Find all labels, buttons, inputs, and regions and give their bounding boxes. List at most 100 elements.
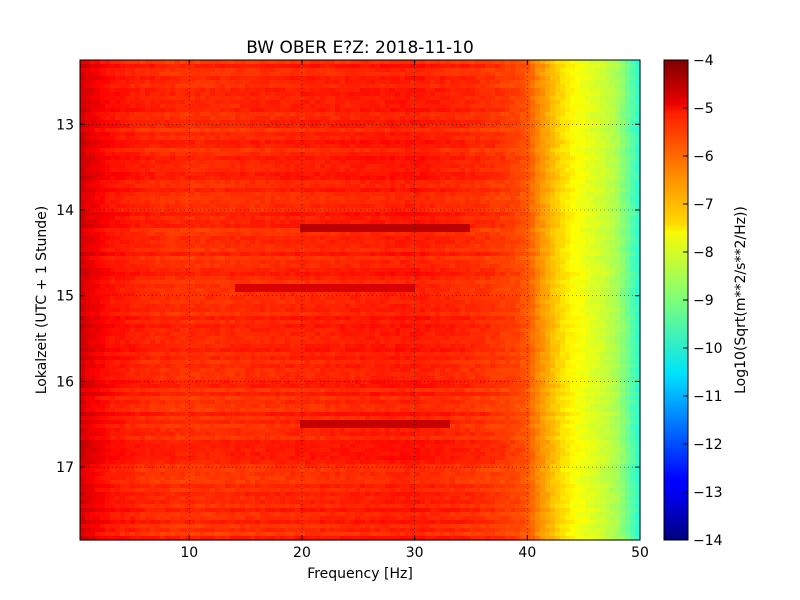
heatmap-cell	[450, 204, 456, 209]
heatmap-cell	[425, 164, 431, 169]
heatmap-cell	[175, 192, 181, 197]
heatmap-cell	[350, 64, 356, 69]
heatmap-cell	[80, 236, 86, 241]
heatmap-cell	[200, 192, 206, 197]
heatmap-cell	[360, 180, 366, 185]
heatmap-cell	[90, 180, 96, 185]
heatmap-cell	[355, 156, 361, 161]
heatmap-cell	[235, 144, 241, 149]
heatmap-cell	[280, 76, 286, 81]
heatmap-cell	[425, 192, 431, 197]
heatmap-cell	[595, 172, 601, 177]
heatmap-cell	[270, 168, 276, 173]
heatmap-cell	[545, 168, 551, 173]
heatmap-cell	[465, 168, 471, 173]
heatmap-cell	[170, 204, 176, 209]
heatmap-cell	[200, 196, 206, 201]
heatmap-cell	[515, 192, 521, 197]
heatmap-cell	[365, 168, 371, 173]
heatmap-cell	[425, 136, 431, 141]
heatmap-cell	[585, 192, 591, 197]
heatmap-cell	[360, 232, 366, 237]
heatmap-cell	[505, 132, 511, 137]
heatmap-cell	[635, 172, 641, 177]
heatmap-cell	[320, 152, 326, 157]
heatmap-cell	[380, 68, 386, 73]
heatmap-cell	[445, 208, 451, 213]
heatmap-cell	[220, 204, 226, 209]
heatmap-cell	[340, 96, 346, 101]
heatmap-cell	[630, 148, 636, 153]
heatmap-cell	[400, 180, 406, 185]
heatmap-cell	[535, 124, 541, 129]
heatmap-cell	[585, 96, 591, 101]
heatmap-cell	[490, 136, 496, 141]
heatmap-cell	[240, 112, 246, 117]
heatmap-cell	[520, 208, 526, 213]
heatmap-cell	[355, 228, 361, 233]
heatmap-cell	[320, 92, 326, 97]
heatmap-cell	[345, 92, 351, 97]
heatmap-cell	[210, 236, 216, 241]
heatmap-cell	[600, 96, 606, 101]
heatmap-cell	[425, 160, 431, 165]
heatmap-cell	[560, 124, 566, 129]
heatmap-cell	[355, 108, 361, 113]
heatmap-cell	[290, 156, 296, 161]
heatmap-cell	[475, 140, 481, 145]
heatmap-cell	[105, 144, 111, 149]
heatmap-cell	[355, 152, 361, 157]
heatmap-cell	[350, 76, 356, 81]
heatmap-cell	[170, 112, 176, 117]
heatmap-cell	[165, 184, 171, 189]
heatmap-cell	[630, 100, 636, 105]
heatmap-cell	[275, 140, 281, 145]
heatmap-cell	[595, 92, 601, 97]
heatmap-cell	[535, 136, 541, 141]
heatmap-cell	[435, 120, 441, 125]
heatmap-cell	[605, 220, 611, 225]
heatmap-cell	[445, 64, 451, 69]
heatmap-cell	[605, 228, 611, 233]
heatmap-cell	[100, 208, 106, 213]
heatmap-cell	[535, 72, 541, 77]
heatmap-cell	[455, 104, 461, 109]
heatmap-cell	[330, 180, 336, 185]
heatmap-cell	[415, 148, 421, 153]
heatmap-cell	[350, 144, 356, 149]
heatmap-cell	[220, 136, 226, 141]
heatmap-cell	[605, 156, 611, 161]
heatmap-cell	[260, 64, 266, 69]
heatmap-cell	[535, 164, 541, 169]
heatmap-cell	[575, 120, 581, 125]
heatmap-cell	[515, 172, 521, 177]
heatmap-cell	[600, 64, 606, 69]
heatmap-cell	[605, 224, 611, 229]
heatmap-cell	[610, 168, 616, 173]
heatmap-cell	[580, 196, 586, 201]
heatmap-cell	[535, 192, 541, 197]
heatmap-cell	[465, 72, 471, 77]
heatmap-cell	[170, 172, 176, 177]
heatmap-cell	[140, 120, 146, 125]
heatmap-cell	[200, 136, 206, 141]
heatmap-cell	[165, 164, 171, 169]
heatmap-cell	[240, 120, 246, 125]
heatmap-cell	[285, 232, 291, 237]
heatmap-cell	[95, 84, 101, 89]
heatmap-cell	[565, 88, 571, 93]
heatmap-cell	[620, 84, 626, 89]
heatmap-cell	[320, 116, 326, 121]
heatmap-cell	[460, 132, 466, 137]
heatmap-cell	[415, 204, 421, 209]
heatmap-cell	[125, 156, 131, 161]
heatmap-cell	[95, 80, 101, 85]
heatmap-cell	[315, 176, 321, 181]
heatmap-cell	[340, 144, 346, 149]
heatmap-cell	[540, 196, 546, 201]
heatmap-cell	[220, 96, 226, 101]
heatmap-cell	[95, 204, 101, 209]
heatmap-cell	[305, 208, 311, 213]
heatmap-cell	[175, 148, 181, 153]
heatmap-cell	[550, 60, 556, 65]
